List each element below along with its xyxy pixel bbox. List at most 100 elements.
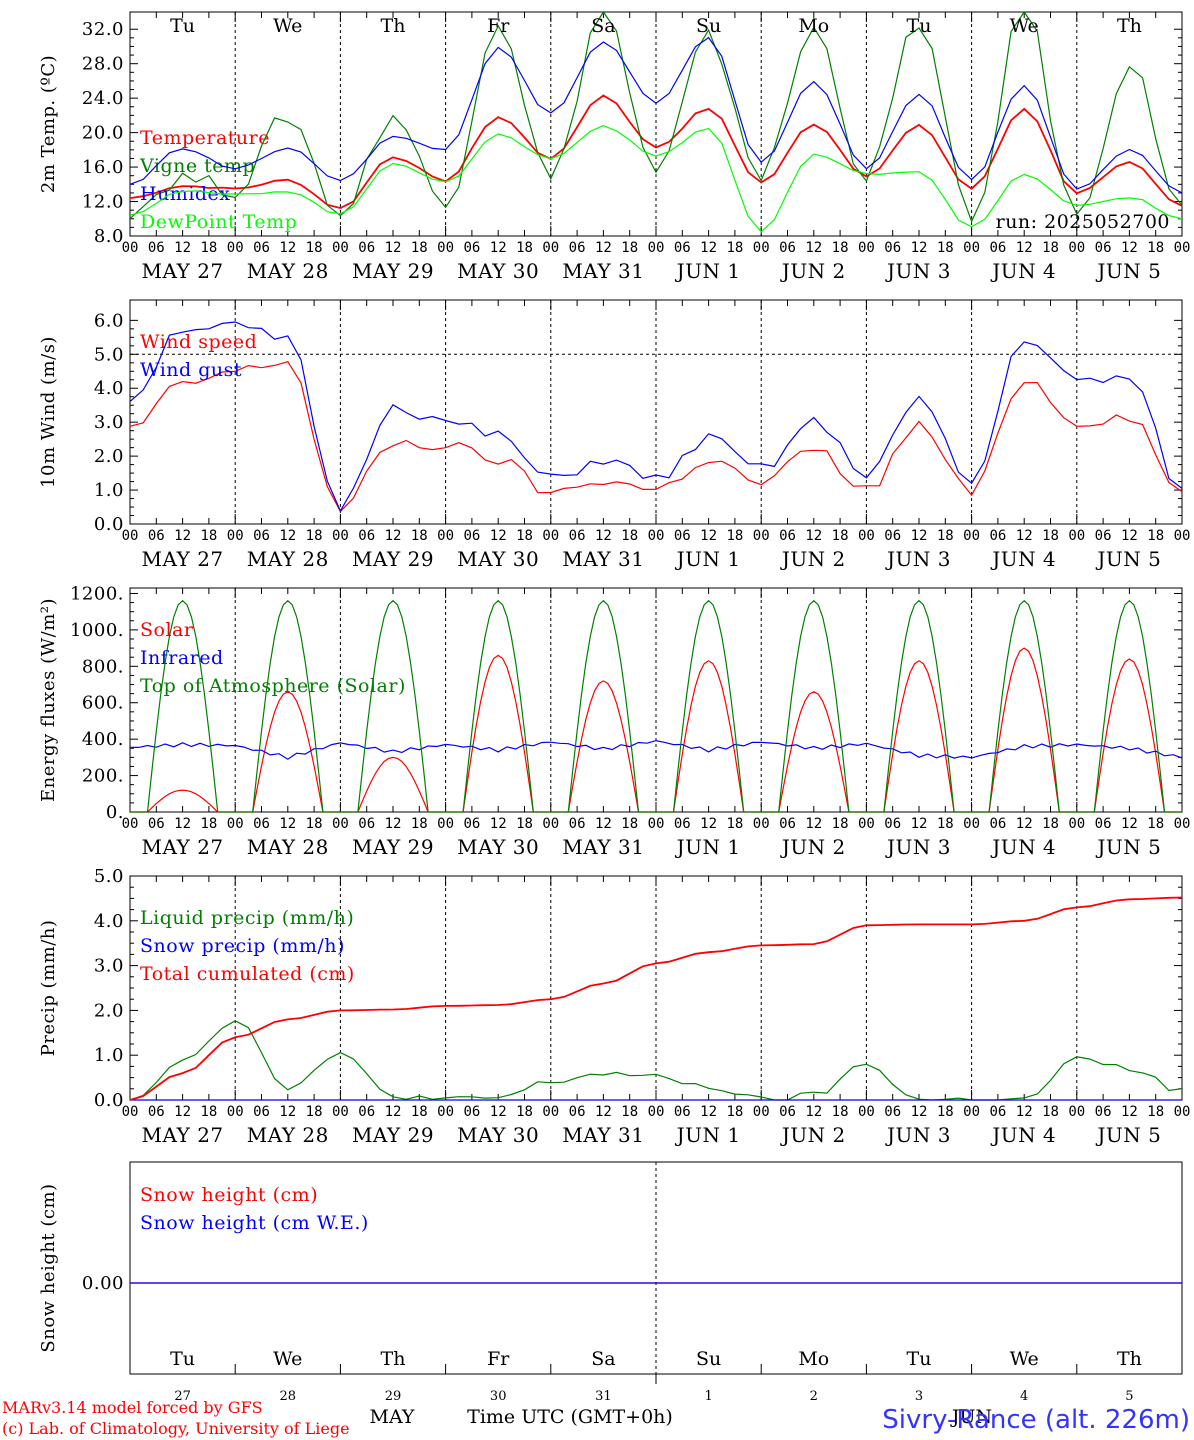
day-abbr-1: We [273, 1348, 302, 1370]
hour-label: 00 [227, 816, 244, 832]
hour-label: 00 [648, 528, 665, 544]
day-number: 2 [810, 1389, 818, 1404]
hour-label: 00 [648, 816, 665, 832]
y-tick-label: 800. [82, 656, 124, 677]
hour-label: 06 [1095, 240, 1112, 256]
hour-label: 06 [884, 240, 901, 256]
hour-label: 12 [595, 528, 612, 544]
y-tick-label: 0. [106, 802, 124, 823]
date-label: MAY 29 [352, 1123, 434, 1147]
date-label: JUN 1 [675, 547, 741, 571]
y-tick-label: 2.0 [94, 1000, 124, 1021]
legend-entry: Infrared [140, 647, 224, 669]
hour-label: 00 [858, 816, 875, 832]
date-label: MAY 27 [142, 1123, 224, 1147]
hour-label: 00 [963, 240, 980, 256]
hour-label: 12 [174, 816, 191, 832]
hour-label: 06 [358, 528, 375, 544]
hour-label: 06 [358, 816, 375, 832]
hour-label: 12 [805, 240, 822, 256]
hour-label: 12 [700, 240, 717, 256]
legend-entry: Temperature [140, 127, 270, 149]
y-tick-label: 4.0 [94, 911, 124, 932]
run-label: run: 2025052700 [996, 211, 1170, 233]
y-tick-label: 200. [82, 766, 124, 787]
y-tick-label: 1200. [70, 583, 124, 604]
hour-label: 12 [1121, 816, 1138, 832]
hour-label: 12 [911, 240, 928, 256]
hour-label: 00 [122, 816, 139, 832]
hour-label: 06 [569, 1104, 586, 1120]
day-abbr-6: Mo [798, 15, 829, 37]
hour-label: 00 [858, 528, 875, 544]
y-tick-label: 1000. [70, 620, 124, 641]
series-line-infrared [129, 739, 1183, 760]
hour-label: 12 [805, 528, 822, 544]
date-label: MAY 28 [247, 259, 329, 283]
hour-label: 12 [805, 816, 822, 832]
hour-label: 18 [200, 528, 217, 544]
hour-label: 00 [542, 240, 559, 256]
hour-label: 00 [332, 1104, 349, 1120]
y-tick-label: 12.0 [82, 192, 124, 213]
date-label: MAY 28 [247, 547, 329, 571]
hour-label: 00 [1068, 240, 1085, 256]
hour-label: 06 [674, 240, 691, 256]
chart-panels: 8.012.016.020.024.028.032.02m Temp. (ºC)… [38, 10, 1191, 1404]
hour-label: 06 [358, 1104, 375, 1120]
hour-label: 00 [437, 528, 454, 544]
model-credit-text: MARv3.14 model forced by GFS [2, 1398, 263, 1417]
day-abbr-5: Su [696, 1348, 721, 1370]
hour-label: 18 [832, 240, 849, 256]
hour-label: 18 [200, 1104, 217, 1120]
hour-label: 18 [306, 528, 323, 544]
hour-label: 18 [1147, 240, 1164, 256]
series-line-humidex [129, 36, 1183, 194]
hour-label: 06 [884, 528, 901, 544]
hour-label: 06 [779, 528, 796, 544]
hour-label: 00 [332, 240, 349, 256]
y-tick-label: 0.0 [94, 1090, 124, 1111]
panel-1: 8.0 12.0 16.0 20.0 24.0 28.0 32.0 2m Temp. (ºC)… [38, 10, 1190, 283]
month-label-may: MAY [370, 1406, 415, 1428]
hour-label: 00 [1174, 1104, 1191, 1120]
date-label: JUN 2 [780, 1123, 846, 1147]
hour-label: 06 [1095, 1104, 1112, 1120]
day-number: 3 [915, 1389, 923, 1404]
hour-label: 18 [1042, 1104, 1059, 1120]
day-number: 1 [704, 1389, 712, 1404]
hour-label: 00 [227, 240, 244, 256]
hour-label: 18 [621, 816, 638, 832]
y-tick-label: 3.0 [94, 412, 124, 433]
date-label: JUN 2 [780, 547, 846, 571]
y-tick-label: 600. [82, 693, 124, 714]
hour-label: 00 [858, 1104, 875, 1120]
date-label: JUN 1 [675, 259, 741, 283]
hour-label: 12 [700, 816, 717, 832]
hour-label: 00 [1068, 816, 1085, 832]
panel-3: 0. 200. 400. 600. 800. 1000. 1200. Energy fluxe… [38, 583, 1190, 859]
hour-label: 12 [490, 240, 507, 256]
date-label: MAY 29 [352, 547, 434, 571]
y-tick-label: 20.0 [82, 123, 124, 144]
date-label: JUN 2 [780, 835, 846, 859]
y-axis-title: Snow height (cm) [38, 1183, 59, 1352]
hour-label: 00 [227, 1104, 244, 1120]
legend-entry: DewPoint Temp [140, 211, 297, 233]
y-tick-label: 0.0 [94, 514, 124, 535]
hour-label: 06 [253, 816, 270, 832]
day-abbr-6: Mo [798, 1348, 829, 1370]
hour-label: 18 [200, 240, 217, 256]
hour-label: 18 [832, 1104, 849, 1120]
y-tick-label: 28.0 [82, 54, 124, 75]
hour-label: 18 [1042, 240, 1059, 256]
hour-label: 06 [463, 1104, 480, 1120]
hour-label: 18 [621, 240, 638, 256]
hour-label: 00 [122, 240, 139, 256]
legend-entry: Liquid precip (mm/h) [140, 907, 354, 929]
hour-label: 00 [963, 528, 980, 544]
y-axis-title: Precip (mm/h) [38, 920, 59, 1057]
hour-label: 18 [516, 528, 533, 544]
hour-label: 00 [437, 240, 454, 256]
